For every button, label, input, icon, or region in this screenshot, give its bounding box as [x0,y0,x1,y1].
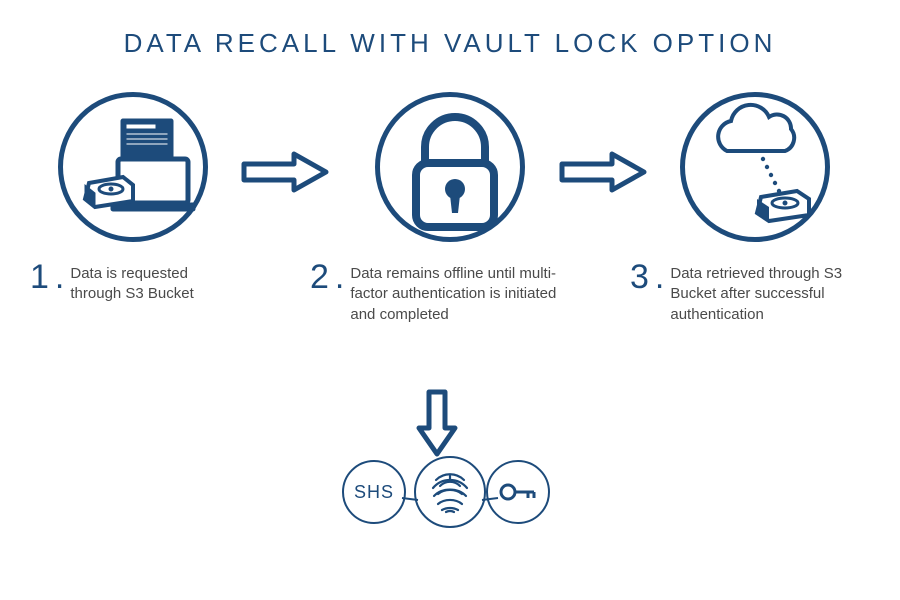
step2-dot: . [335,260,344,294]
diagram-title: DATA RECALL WITH VAULT LOCK OPTION [0,28,900,59]
mfa-fingerprint-circle [414,456,486,528]
step3-text: Data retrieved through S3 Bucket after s… [670,260,860,325]
step2-text: Data remains offline until multi-factor … [350,260,570,325]
step3-number: 3 [630,260,649,294]
step3-circle [680,92,830,242]
arrow-right-2 [558,150,648,194]
step2-circle [375,92,525,242]
fingerprint-icon [424,466,476,518]
step1-text: Data is requested through S3 Bucket [70,260,230,305]
padlock-icon [380,97,530,247]
step1-caption: 1 . Data is requested through S3 Bucket [30,260,230,305]
step1-dot: . [55,260,64,294]
step3-caption: 3 . Data retrieved through S3 Bucket aft… [630,260,860,325]
step3-dot: . [655,260,664,294]
arrow-down [415,388,459,458]
step1-number: 1 [30,260,49,294]
mfa-shs-label: SHS [354,482,394,503]
step2-number: 2 [310,260,329,294]
step2-caption: 2 . Data remains offline until multi-fac… [310,260,570,325]
step1-circle [58,92,208,242]
mfa-key-circle [486,460,550,524]
mfa-shs-circle: SHS [342,460,406,524]
key-icon [494,468,542,516]
cloud-drive-icon [685,97,835,247]
devices-icon [63,97,213,247]
arrow-right-1 [240,150,330,194]
